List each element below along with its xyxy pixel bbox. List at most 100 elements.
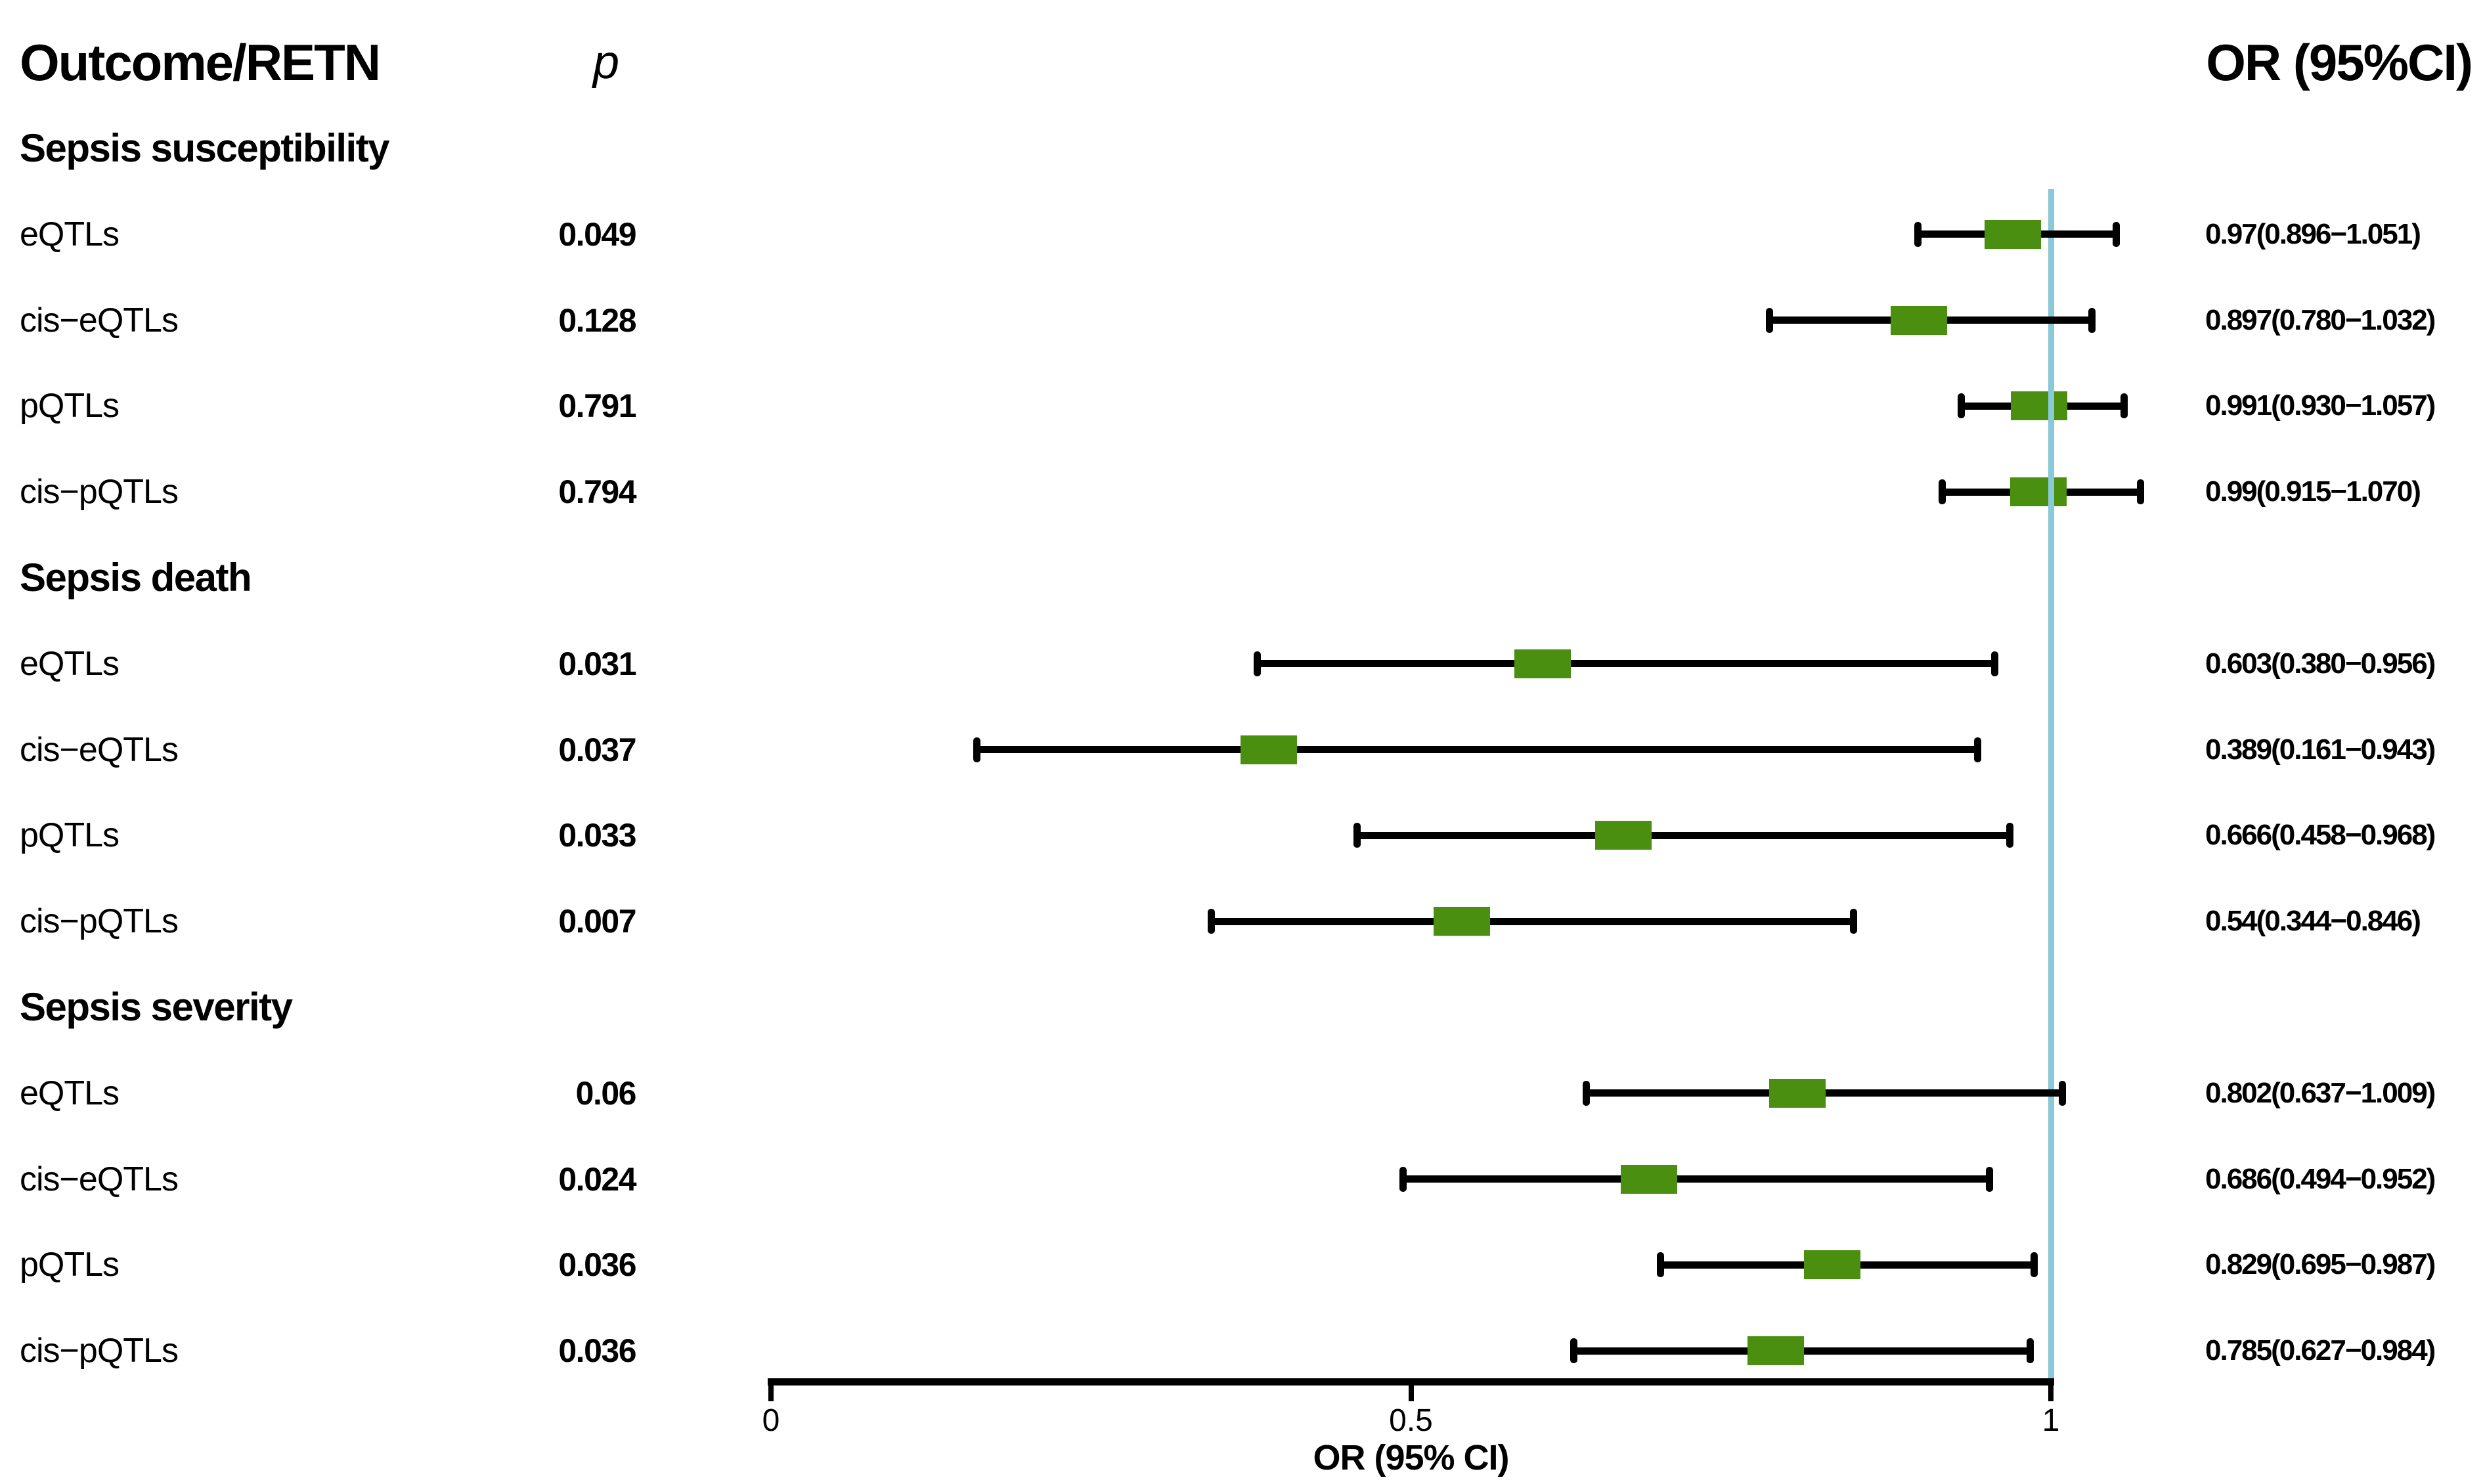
ci-line-left — [1211, 917, 1434, 925]
p-value: 0.033 — [558, 817, 636, 854]
ci-line-left — [1573, 1347, 1747, 1355]
ci-cap-high — [2136, 479, 2144, 505]
row-label: pQTLs — [20, 387, 120, 426]
or-ci-text: 0.897(0.780−1.032) — [2205, 303, 2436, 336]
x-axis-tick — [768, 1386, 774, 1401]
group-header: Sepsis death — [20, 556, 252, 600]
or-ci-text: 0.991(0.930−1.057) — [2205, 389, 2436, 422]
ci-line-right — [1947, 316, 2092, 324]
or-ci-text: 0.666(0.458−0.968) — [2205, 819, 2436, 852]
column-header-p: p — [592, 36, 620, 89]
estimate-box — [1803, 1250, 1860, 1280]
ci-line-left — [1769, 316, 1891, 324]
ci-cap-high — [2120, 393, 2128, 419]
ci-line-right — [1490, 917, 1854, 925]
ci-cap-low — [1914, 221, 1922, 247]
ci-line-right — [2066, 488, 2141, 496]
ci-cap-low — [1938, 479, 1946, 505]
ci-cap-low — [1399, 1166, 1407, 1192]
ci-line-right — [1803, 1347, 2031, 1355]
row-label: pQTLs — [20, 816, 120, 855]
p-value: 0.031 — [558, 645, 636, 682]
ci-cap-low — [1207, 909, 1215, 934]
ci-cap-high — [1850, 909, 1858, 934]
ci-line-left — [1942, 488, 2010, 496]
column-header-outcome: Outcome/RETN — [20, 33, 381, 91]
or-ci-text: 0.785(0.627−0.984) — [2205, 1334, 2436, 1367]
p-value: 0.791 — [558, 387, 636, 425]
ci-line-right — [1297, 746, 1978, 754]
ci-line-right — [1860, 1261, 2034, 1269]
ci-cap-low — [1958, 393, 1966, 419]
ci-line-right — [1677, 1175, 1990, 1183]
group-header: Sepsis severity — [20, 985, 293, 1029]
estimate-box — [1984, 219, 2041, 249]
or-ci-text: 0.802(0.637−1.009) — [2205, 1076, 2436, 1109]
or-ci-text: 0.99(0.915−1.070) — [2205, 475, 2421, 508]
x-axis-tick — [2048, 1386, 2054, 1401]
or-ci-text: 0.97(0.896−1.051) — [2205, 217, 2421, 250]
p-value: 0.794 — [558, 473, 636, 511]
p-value: 0.049 — [558, 215, 636, 253]
ci-line-left — [1403, 1175, 1621, 1183]
ci-cap-high — [2031, 1252, 2038, 1278]
ci-line-right — [1652, 831, 2010, 839]
estimate-box — [1621, 1164, 1677, 1194]
p-value: 0.036 — [558, 1332, 636, 1370]
estimate-box — [2010, 477, 2067, 507]
row-label: eQTLs — [20, 1074, 120, 1112]
ci-line-left — [1961, 402, 2011, 410]
ci-cap-low — [1254, 651, 1262, 676]
or-ci-text: 0.54(0.344−0.846) — [2205, 905, 2421, 938]
row-label: pQTLs — [20, 1246, 120, 1284]
ci-cap-high — [2006, 823, 2014, 848]
ci-line-right — [2067, 402, 2124, 410]
or-ci-text: 0.686(0.494−0.952) — [2205, 1162, 2436, 1195]
ci-cap-high — [2027, 1338, 2034, 1364]
ci-cap-high — [2088, 307, 2096, 333]
ci-line-left — [1357, 831, 1596, 839]
row-label: cis−eQTLs — [20, 730, 179, 769]
estimate-box — [1514, 649, 1571, 678]
estimate-box — [1241, 735, 1298, 764]
ci-cap-high — [1974, 737, 1982, 762]
row-label: cis−pQTLs — [20, 473, 179, 512]
ci-cap-high — [2059, 1080, 2067, 1106]
or-ci-text: 0.603(0.380−0.956) — [2205, 647, 2436, 680]
x-axis-line — [768, 1378, 2054, 1386]
row-label: cis−pQTLs — [20, 902, 179, 941]
ci-line-left — [1257, 660, 1515, 668]
p-value: 0.007 — [558, 903, 636, 940]
estimate-box — [1891, 305, 1948, 335]
row-label: eQTLs — [20, 644, 120, 683]
p-value: 0.037 — [558, 731, 636, 768]
ci-line-right — [1826, 1089, 2063, 1097]
row-label: cis−eQTLs — [20, 1160, 179, 1198]
ci-cap-low — [1570, 1338, 1577, 1364]
ci-cap-low — [1583, 1080, 1590, 1106]
ci-cap-low — [1765, 307, 1773, 333]
estimate-box — [1434, 907, 1491, 936]
ci-line-left — [977, 746, 1241, 754]
x-axis-tick-label: 1 — [2042, 1403, 2060, 1438]
p-value: 0.06 — [575, 1074, 637, 1112]
x-axis-tick-label: 0 — [762, 1403, 780, 1438]
p-value: 0.024 — [558, 1160, 636, 1198]
or-ci-text: 0.389(0.161−0.943) — [2205, 733, 2436, 766]
x-axis-title: OR (95% CI) — [1313, 1438, 1509, 1477]
p-value: 0.128 — [558, 301, 636, 339]
ci-line-left — [1586, 1089, 1770, 1097]
reference-line-or1 — [2048, 189, 2054, 1378]
x-axis-tick — [1408, 1386, 1414, 1401]
ci-line-right — [1571, 660, 1995, 668]
ci-cap-high — [1985, 1166, 1993, 1192]
ci-line-right — [2040, 230, 2117, 238]
or-ci-text: 0.829(0.695−0.987) — [2205, 1248, 2436, 1281]
row-label: cis−eQTLs — [20, 301, 179, 339]
x-axis-tick-label: 0.5 — [1389, 1403, 1433, 1438]
p-value: 0.036 — [558, 1246, 636, 1284]
estimate-box — [2011, 391, 2068, 421]
ci-cap-high — [2112, 221, 2120, 247]
row-label: cis−pQTLs — [20, 1332, 179, 1370]
